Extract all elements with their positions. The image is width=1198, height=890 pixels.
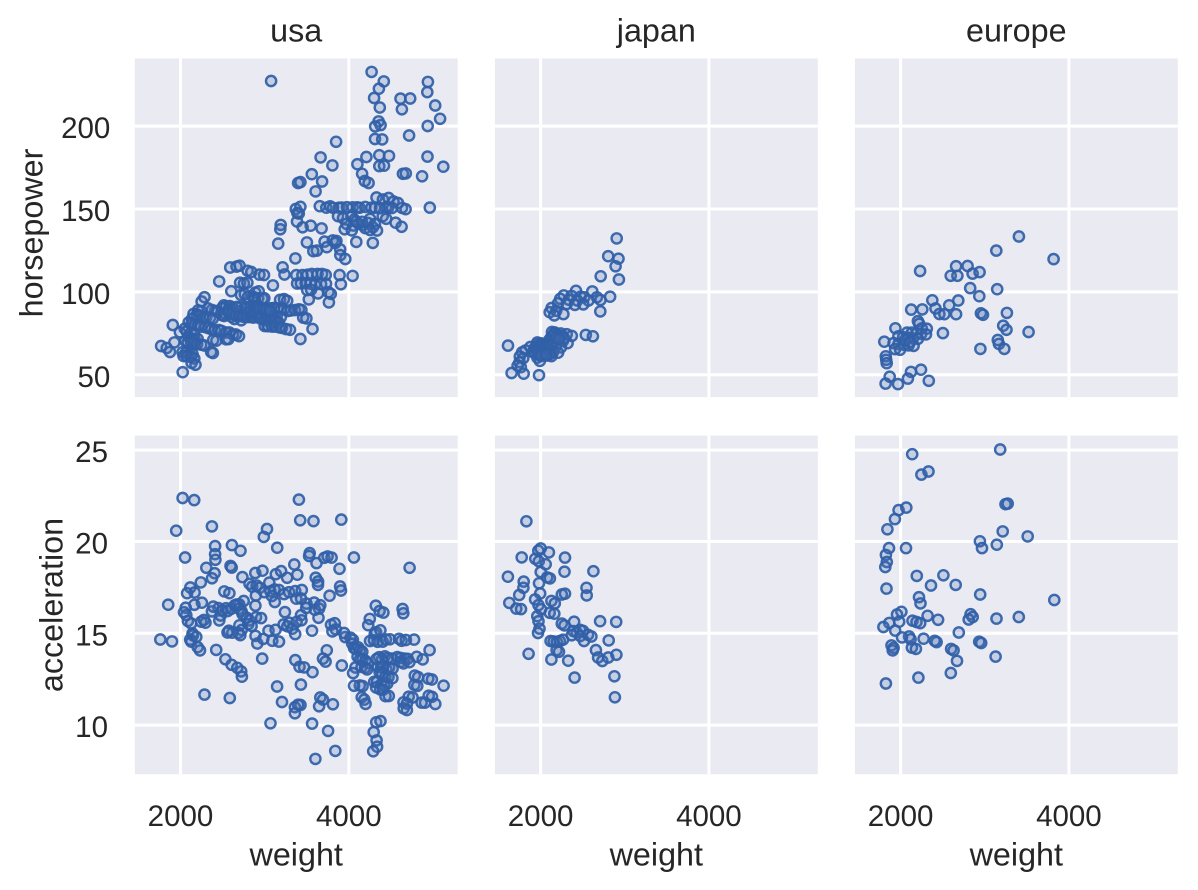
svg-text:weight: weight xyxy=(969,837,1063,873)
svg-text:4000: 4000 xyxy=(1036,800,1102,833)
svg-text:2000: 2000 xyxy=(508,800,574,833)
svg-text:50: 50 xyxy=(77,361,110,394)
svg-text:100: 100 xyxy=(61,278,110,311)
svg-text:15: 15 xyxy=(75,619,108,652)
svg-text:europe: europe xyxy=(966,13,1067,49)
svg-text:2000: 2000 xyxy=(868,800,934,833)
svg-text:200: 200 xyxy=(61,112,110,145)
svg-text:150: 150 xyxy=(61,195,110,228)
svg-text:usa: usa xyxy=(270,13,322,49)
svg-text:4000: 4000 xyxy=(316,800,382,833)
svg-text:weight: weight xyxy=(249,837,343,873)
svg-text:acceleration: acceleration xyxy=(34,518,70,692)
svg-text:25: 25 xyxy=(75,436,108,469)
svg-text:2000: 2000 xyxy=(148,800,214,833)
svg-text:10: 10 xyxy=(75,711,108,744)
svg-text:weight: weight xyxy=(609,837,703,873)
svg-text:20: 20 xyxy=(75,528,108,561)
svg-text:horsepower: horsepower xyxy=(14,148,50,317)
svg-text:japan: japan xyxy=(616,13,696,49)
svg-text:4000: 4000 xyxy=(676,800,742,833)
